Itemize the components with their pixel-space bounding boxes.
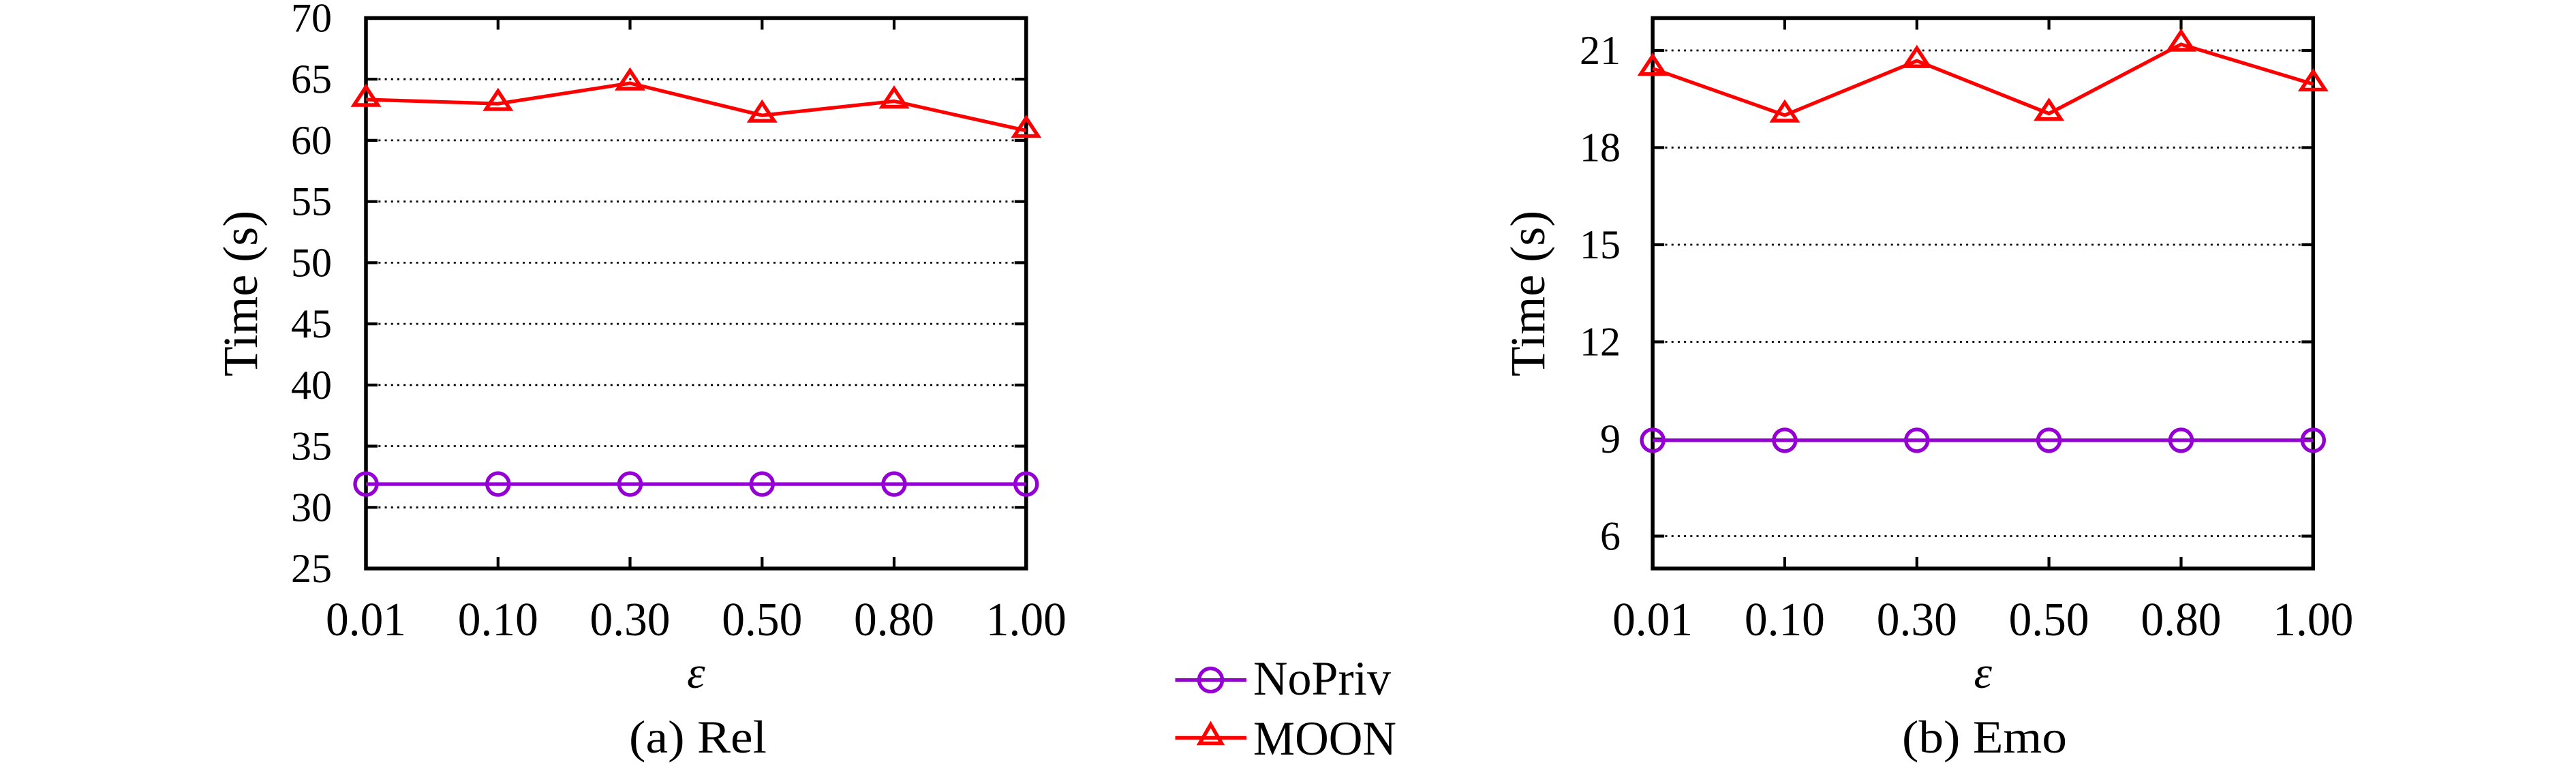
svg-text:6: 6	[1600, 514, 1621, 559]
svg-text:21: 21	[1580, 28, 1621, 73]
svg-text:1.00: 1.00	[2273, 594, 2353, 646]
svg-text:(a) Rel: (a) Rel	[629, 711, 767, 763]
svg-text:15: 15	[1580, 222, 1621, 267]
svg-text:50: 50	[291, 240, 332, 285]
svg-text:65: 65	[291, 57, 332, 102]
svg-text:0.01: 0.01	[326, 594, 406, 646]
svg-text:0.50: 0.50	[2009, 594, 2089, 646]
svg-text:45: 45	[291, 301, 332, 346]
svg-text:30: 30	[291, 485, 332, 530]
svg-text:9: 9	[1600, 416, 1621, 461]
svg-text:NoPriv: NoPriv	[1253, 652, 1391, 706]
svg-text:Time (s): Time (s)	[213, 211, 268, 376]
svg-text:70: 70	[291, 0, 332, 41]
svg-text:18: 18	[1580, 125, 1621, 170]
svg-text:0.10: 0.10	[458, 594, 538, 646]
svg-text:ε: ε	[687, 648, 705, 698]
svg-text:MOON: MOON	[1253, 712, 1396, 766]
svg-text:0.30: 0.30	[590, 594, 671, 646]
svg-text:12: 12	[1580, 320, 1621, 365]
svg-text:60: 60	[291, 118, 332, 163]
svg-text:0.80: 0.80	[854, 594, 934, 646]
svg-text:25: 25	[291, 546, 332, 591]
svg-text:0.80: 0.80	[2141, 594, 2222, 646]
svg-text:55: 55	[291, 179, 332, 224]
svg-text:0.50: 0.50	[722, 594, 802, 646]
svg-text:0.01: 0.01	[1612, 594, 1693, 646]
svg-text:ε: ε	[1974, 648, 1992, 698]
svg-text:40: 40	[291, 363, 332, 408]
svg-text:Time (s): Time (s)	[1501, 211, 1555, 376]
svg-text:0.10: 0.10	[1745, 594, 1825, 646]
svg-text:35: 35	[291, 424, 332, 469]
svg-text:(b) Emo: (b) Emo	[1902, 711, 2067, 763]
svg-text:0.30: 0.30	[1877, 594, 1957, 646]
svg-text:1.00: 1.00	[986, 594, 1067, 646]
